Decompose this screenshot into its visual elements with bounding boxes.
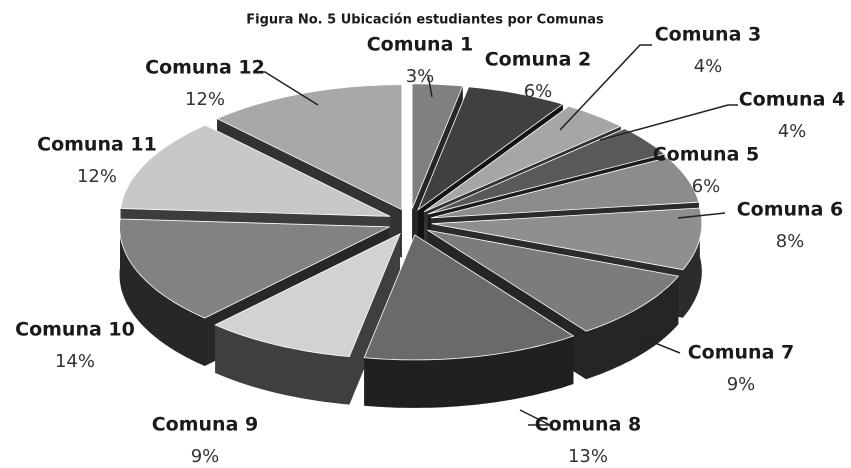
slice-name: Comuna 5 <box>653 144 760 166</box>
slice-top <box>431 207 703 271</box>
slice-name: Comuna 1 <box>367 34 474 56</box>
slice-side <box>682 208 702 318</box>
value-label: 3% <box>406 66 435 87</box>
pie <box>119 83 703 409</box>
slice-top <box>430 157 700 219</box>
slice-name: Comuna 10 <box>15 319 135 341</box>
slice-name: Comuna 4 <box>739 89 846 111</box>
slice-name: Comuna 12 <box>145 57 265 79</box>
slice-name: Comuna 9 <box>152 414 259 436</box>
leader-line <box>559 44 652 131</box>
leader-lines <box>262 44 738 426</box>
labels: Comuna 1 3% Comuna 2 6% Comuna 3 4% Comuna 4 4%… <box>15 24 845 468</box>
slice-side <box>364 336 574 408</box>
slice-top <box>120 124 391 217</box>
value-label: 12% <box>185 89 225 110</box>
slice-top <box>363 234 575 361</box>
slice-top <box>423 105 622 213</box>
slice-top <box>411 83 464 209</box>
slice-name: Comuna 7 <box>688 342 795 364</box>
slice-name: Comuna 11 <box>37 134 157 156</box>
slice-name: Comuna 3 <box>655 24 762 46</box>
slice-name: Comuna 6 <box>737 199 844 221</box>
slice-side <box>215 324 350 405</box>
slice-top <box>214 232 401 358</box>
slice-top <box>119 218 390 319</box>
value-label: 6% <box>524 81 553 102</box>
leader-line <box>677 212 726 219</box>
value-label: 12% <box>77 166 117 187</box>
slice <box>214 232 401 405</box>
value-label: 6% <box>692 176 721 197</box>
slice-top <box>417 86 564 211</box>
leader-line <box>427 74 433 98</box>
slice-top <box>427 128 666 215</box>
slice <box>363 234 575 409</box>
slice-name: Comuna 2 <box>485 49 592 71</box>
slice-side <box>586 276 679 380</box>
leader-line <box>599 104 738 141</box>
slice-top <box>427 229 680 332</box>
value-label: 9% <box>191 446 220 467</box>
leader-line <box>519 409 551 426</box>
leader-line <box>262 71 319 106</box>
value-label: 9% <box>727 374 756 395</box>
leader-line <box>634 334 681 354</box>
value-label: 4% <box>694 56 723 77</box>
value-label: 4% <box>778 121 807 142</box>
chart-title: Figura No. 5 Ubicación estudiantes por C… <box>246 13 604 28</box>
value-label: 14% <box>55 351 95 372</box>
value-label: 8% <box>776 231 805 252</box>
slice-top <box>216 84 403 211</box>
slice-name: Comuna 8 <box>535 414 642 436</box>
value-label: 13% <box>568 446 608 467</box>
slice-side <box>119 219 205 366</box>
